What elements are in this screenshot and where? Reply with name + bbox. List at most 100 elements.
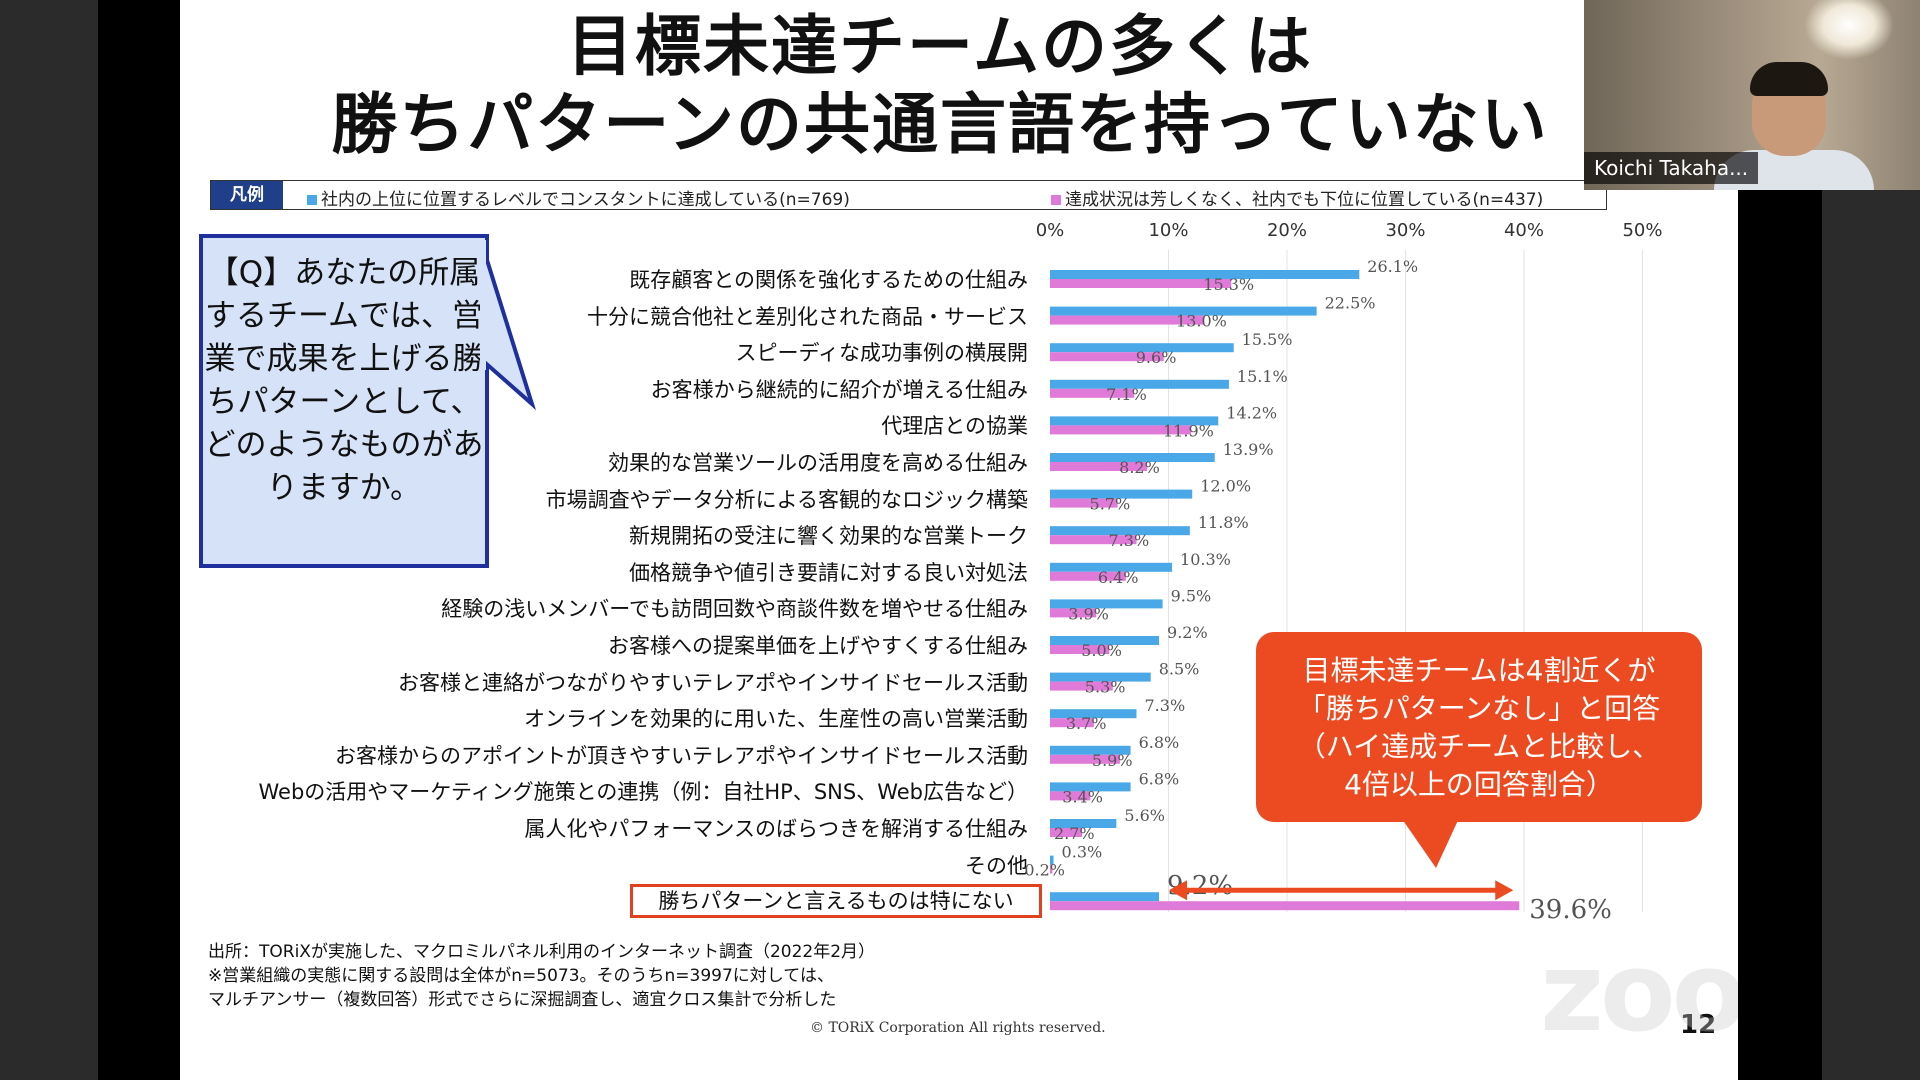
bar-series-a: [1050, 416, 1219, 426]
bar-series-a: [1050, 782, 1131, 792]
bar-series-b: [1050, 571, 1126, 581]
data-label-series-b: 5.7%: [1090, 495, 1131, 514]
shared-slide: 目標未達チームの多くは 勝ちパターンの共通言語を持っていない 凡例 社内の上位に…: [180, 0, 1738, 1080]
comparison-arrow-head-right: [1495, 880, 1514, 901]
data-label-series-a: 9.2%: [1167, 623, 1208, 642]
data-label-series-b: 7.3%: [1109, 531, 1150, 550]
bar-series-a: [1050, 306, 1317, 316]
data-label-series-b: 3.7%: [1066, 714, 1107, 733]
slide-title: 目標未達チームの多くは 勝ちパターンの共通言語を持っていない: [240, 8, 1640, 164]
right-margin: [1822, 190, 1920, 1080]
category-label: 価格競争や値引き要請に対する良い対処法: [629, 560, 1028, 585]
bar-series-a: [1050, 636, 1160, 645]
data-label-series-b: 2.7%: [1054, 824, 1095, 843]
category-label: Webの活用やマーケティング施策との連携（例：自社HP、SNS、Web広告など）: [258, 780, 1029, 805]
source-footnote: 出所：TORiXが実施した、マクロミルパネル利用のインターネット調査（2022年…: [208, 940, 875, 1012]
data-label-series-b: 8.2%: [1119, 458, 1160, 477]
copyright: © TORiX Corporation All rights reserved.: [810, 1020, 1106, 1036]
callout-line-2: 「勝ちパターンなし」と回答: [1297, 692, 1661, 725]
data-label-series-b: 6.4%: [1098, 568, 1139, 587]
category-label: その他: [965, 853, 1028, 878]
data-label-series-a: 14.2%: [1226, 403, 1277, 422]
comparison-arrow-head-left: [1169, 880, 1188, 901]
bar-series-a: [1050, 270, 1360, 279]
bar-series-b: [1050, 718, 1094, 728]
question-box-tail: [480, 240, 537, 411]
category-label: お客様と連絡がつながりやすいテレアポやインサイドセールス活動: [398, 670, 1028, 695]
x-tick-label: 30%: [1385, 220, 1425, 241]
category-label: 属人化やパフォーマンスのばらつきを解消する仕組み: [524, 817, 1028, 841]
data-label-series-b: 3.9%: [1068, 604, 1109, 623]
data-label-series-b: 0.2%: [1024, 861, 1065, 880]
bar-series-b: [1050, 864, 1053, 874]
bar-series-b: [1050, 388, 1135, 398]
callout-line-4: 4倍以上の回答割合）: [1344, 768, 1614, 801]
data-label-series-b: 15.3%: [1203, 275, 1254, 294]
data-label-series-b: 5.0%: [1081, 641, 1122, 660]
category-label: オンラインを効果的に用いた、生産性の高い営業活動: [524, 707, 1028, 732]
video-lamp: [1804, 0, 1894, 60]
bar-series-b: [1050, 901, 1520, 911]
left-margin: [0, 0, 98, 1080]
page-number: 12: [1680, 1010, 1717, 1040]
video-participant-hair: [1750, 62, 1828, 96]
zoom-watermark: zoom: [1540, 928, 1738, 1056]
category-label-highlighted: 勝ちパターンと言えるものは特にない: [630, 884, 1042, 919]
data-label-series-b: 11.9%: [1163, 421, 1214, 440]
bar-series-a: [1050, 453, 1215, 462]
bar-series-b: [1050, 681, 1113, 691]
legend-label-a: 社内の上位に位置するレベルでコンスタントに達成している(n=769): [321, 190, 850, 210]
title-line-1: 目標未達チームの多くは: [566, 8, 1314, 85]
left-letterbox: [98, 0, 180, 1080]
bar-series-b: [1050, 791, 1091, 801]
data-label-series-b: 3.4%: [1062, 787, 1103, 806]
bar-series-a: [1050, 819, 1117, 828]
legend: 凡例 社内の上位に位置するレベルでコンスタントに達成している(n=769) 達成…: [210, 180, 1607, 210]
bar-series-a: [1050, 562, 1173, 572]
category-labels: 既存顧客との関係を強化するための仕組み 十分に競合他社と差別化された商品・サービス…: [259, 0, 1029, 1080]
category-label: 市場調査やデータ分析による客観的なロジック構築: [545, 487, 1028, 512]
data-label-series-b: 5.9%: [1092, 751, 1133, 770]
x-tick-label: 50%: [1622, 220, 1662, 241]
bar-series-b: [1050, 754, 1120, 764]
data-label-series-a: 13.9%: [1223, 440, 1274, 459]
legend-tag: 凡例: [211, 181, 283, 209]
bar-series-a: [1050, 379, 1229, 389]
legend-item-series-b: 達成状況は芳しくなく、社内でも下位に位置している(n=437): [1051, 185, 1543, 210]
bar-series-b: [1050, 828, 1082, 837]
bar-series-b: [1050, 608, 1097, 618]
data-label-series-a: 22.5%: [1325, 294, 1376, 313]
category-label: 効果的な営業ツールの活用度を高める仕組み: [608, 451, 1028, 475]
participant-name-label: Koichi Takaha...: [1584, 152, 1759, 184]
bar-series-a: [1050, 489, 1193, 499]
bar-series-a: [1050, 855, 1054, 865]
callout-line-3: （ハイ達成チームと比較し、: [1297, 730, 1661, 763]
bar-series-b: [1050, 315, 1205, 325]
data-label-series-a: 12.0%: [1200, 477, 1251, 496]
bar-series-a: [1050, 709, 1137, 719]
bar-series-b: [1050, 535, 1137, 545]
bar-series-a: [1050, 892, 1160, 902]
data-label-series-a: 26.1%: [1367, 257, 1418, 276]
category-label: スピーディな成功事例の横展開: [735, 341, 1028, 366]
bar-series-b: [1050, 425, 1192, 435]
category-label: 既存顧客との関係を強化するための仕組み: [629, 268, 1028, 292]
question-box: 【Q】あなたの所属するチームでは、営業で成果を上げる勝ちパターンとして、どのよう…: [199, 234, 489, 568]
bar-series-b: [1050, 352, 1164, 362]
data-label-series-a: 10.3%: [1180, 550, 1231, 569]
data-label-series-a: 6.8%: [1139, 769, 1180, 788]
x-tick-label: 20%: [1267, 220, 1307, 241]
legend-label-b: 達成状況は芳しくなく、社内でも下位に位置している(n=437): [1065, 190, 1544, 210]
data-label-series-a: 8.5%: [1159, 660, 1200, 679]
data-label-series-b: 9.6%: [1136, 348, 1177, 367]
data-label-series-b: 39.6%: [1529, 895, 1612, 925]
callout-box: 目標未達チームは4割近くが 「勝ちパターンなし」と回答 （ハイ達成チームと比較し…: [1256, 632, 1702, 822]
data-label-series-a: 15.1%: [1237, 367, 1288, 386]
data-label-series-a: 5.6%: [1124, 806, 1165, 825]
data-label-series-a: 15.5%: [1242, 330, 1293, 349]
title-line-2: 勝ちパターンの共通言語を持っていない: [331, 86, 1549, 163]
category-label: お客様からのアポイントが頂きやすいテレアポやインサイドセールス活動: [335, 743, 1028, 768]
footnote-line-1: 出所：TORiXが実施した、マクロミルパネル利用のインターネット調査（2022年…: [208, 942, 876, 962]
participant-video-tile[interactable]: Koichi Takaha...: [1584, 0, 1920, 190]
data-label-series-b: 5.3%: [1085, 678, 1126, 697]
